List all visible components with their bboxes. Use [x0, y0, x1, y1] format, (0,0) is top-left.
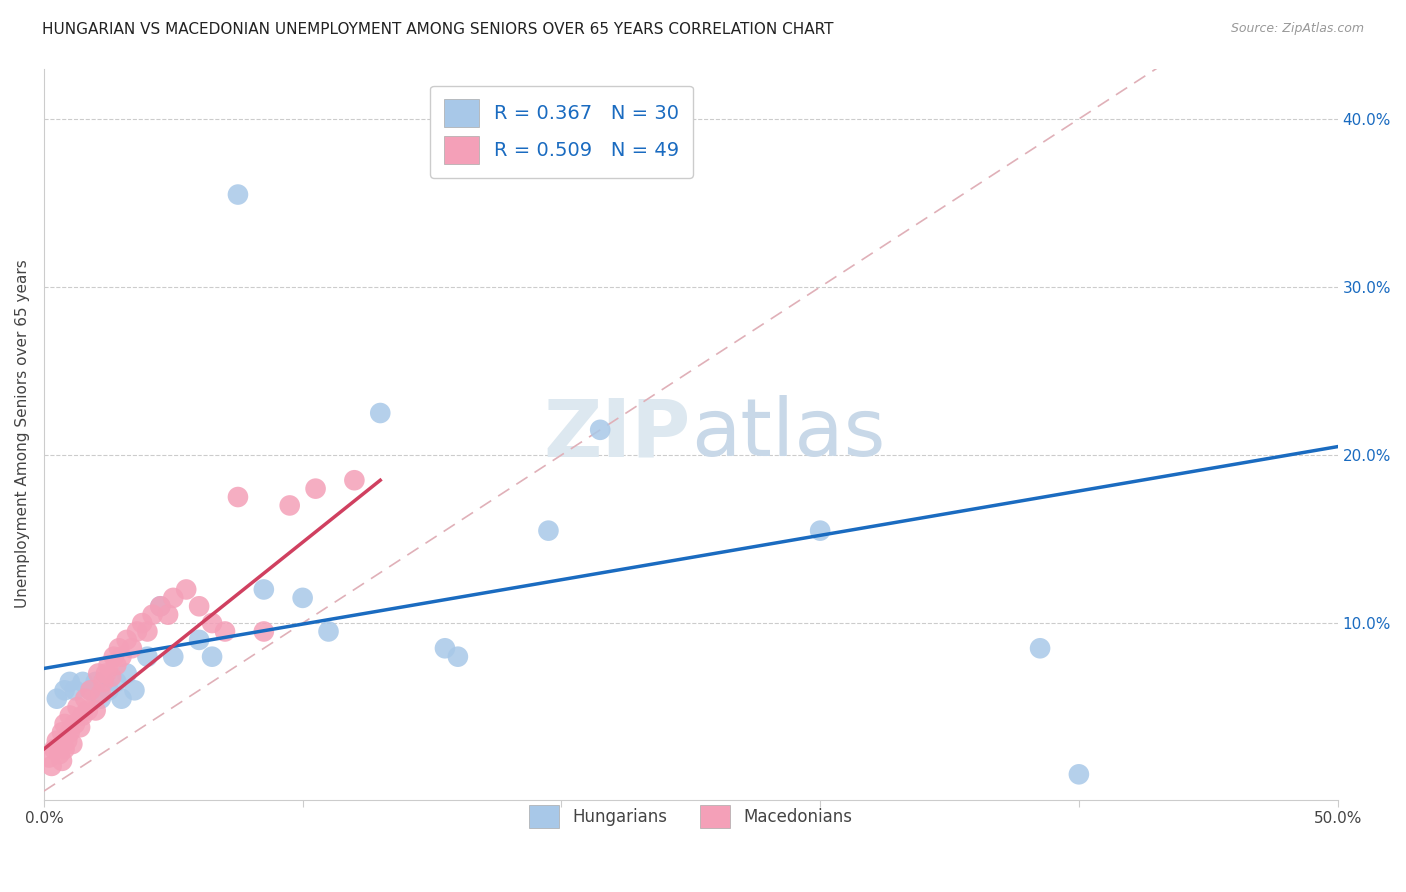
Point: [38, 750, 60, 764]
Point: [226, 490, 249, 504]
Point: [537, 524, 560, 538]
Point: [45, 691, 67, 706]
Point: [75, 691, 97, 706]
Point: [149, 599, 172, 614]
Point: [808, 524, 831, 538]
Point: [90, 691, 112, 706]
Text: ZIP: ZIP: [544, 395, 690, 473]
Point: [1067, 767, 1090, 781]
Point: [100, 670, 122, 684]
Point: [59, 708, 82, 723]
Point: [174, 582, 197, 597]
Point: [131, 616, 153, 631]
Point: [110, 691, 132, 706]
Point: [59, 725, 82, 739]
Point: [142, 607, 165, 622]
Point: [105, 658, 128, 673]
Point: [124, 683, 146, 698]
Point: [53, 742, 76, 756]
Point: [45, 733, 67, 747]
Point: [60, 737, 83, 751]
Point: [97, 683, 120, 698]
Point: [59, 674, 82, 689]
Point: [41, 759, 63, 773]
Point: [201, 616, 224, 631]
Point: [188, 599, 211, 614]
Point: [63, 717, 86, 731]
Point: [72, 674, 94, 689]
Point: [253, 582, 276, 597]
Point: [84, 674, 107, 689]
Point: [115, 666, 138, 681]
Point: [94, 666, 117, 681]
Point: [90, 687, 112, 701]
Point: [291, 591, 314, 605]
Point: [136, 624, 159, 639]
Point: [69, 720, 91, 734]
Point: [51, 754, 73, 768]
Point: [66, 700, 89, 714]
Point: [105, 674, 128, 689]
Point: [110, 649, 132, 664]
Point: [108, 641, 131, 656]
Point: [201, 649, 224, 664]
Point: [278, 499, 301, 513]
Point: [318, 624, 340, 639]
Point: [162, 591, 184, 605]
Point: [121, 641, 143, 656]
Point: [125, 624, 148, 639]
Point: [84, 703, 107, 717]
Point: [157, 607, 180, 622]
Point: [188, 632, 211, 647]
Point: [304, 482, 326, 496]
Point: [72, 708, 94, 723]
Point: [115, 632, 138, 647]
Point: [51, 725, 73, 739]
Legend: Hungarians, Macedonians: Hungarians, Macedonians: [522, 798, 859, 835]
Point: [214, 624, 236, 639]
Point: [343, 473, 366, 487]
Point: [53, 683, 76, 698]
Point: [56, 733, 79, 747]
Point: [79, 683, 101, 698]
Point: [136, 649, 159, 664]
Y-axis label: Unemployment Among Seniors over 65 years: Unemployment Among Seniors over 65 years: [15, 260, 30, 608]
Text: atlas: atlas: [690, 395, 886, 473]
Point: [63, 683, 86, 698]
Point: [149, 599, 172, 614]
Point: [97, 658, 120, 673]
Point: [48, 747, 70, 761]
Point: [589, 423, 612, 437]
Point: [253, 624, 276, 639]
Point: [44, 742, 66, 756]
Text: HUNGARIAN VS MACEDONIAN UNEMPLOYMENT AMONG SENIORS OVER 65 YEARS CORRELATION CHA: HUNGARIAN VS MACEDONIAN UNEMPLOYMENT AMO…: [42, 22, 834, 37]
Text: Source: ZipAtlas.com: Source: ZipAtlas.com: [1230, 22, 1364, 36]
Point: [103, 649, 125, 664]
Point: [93, 674, 115, 689]
Point: [77, 703, 100, 717]
Point: [368, 406, 391, 420]
Point: [226, 187, 249, 202]
Point: [447, 649, 470, 664]
Point: [1029, 641, 1052, 656]
Point: [162, 649, 184, 664]
Point: [433, 641, 456, 656]
Point: [79, 683, 101, 698]
Point: [53, 717, 76, 731]
Point: [87, 666, 110, 681]
